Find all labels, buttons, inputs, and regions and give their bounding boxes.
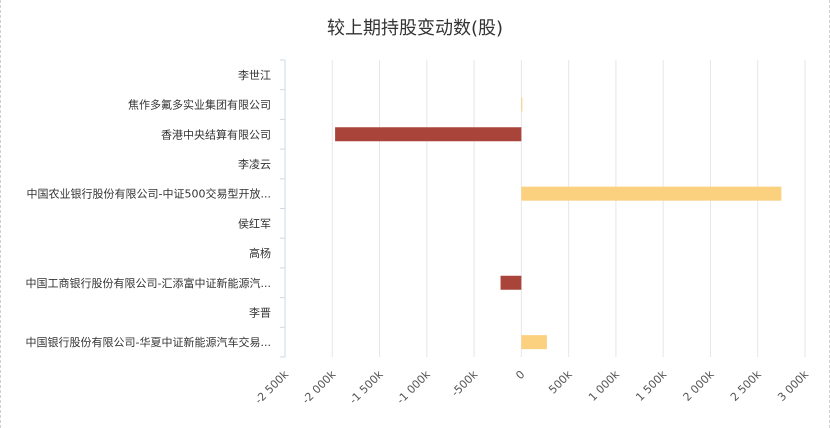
x-tick-label: 1 000k [586,367,622,403]
x-tick-label: 500k [546,367,575,396]
x-tick-label: 2 500k [728,367,764,403]
category-label: 高杨 [249,246,271,260]
category-label: 中国工商银行股份有限公司-汇添富中证新能源汽... [26,276,271,290]
category-label: 李晋 [249,305,271,319]
x-tick-label: 3 000k [775,367,811,403]
x-tick-label: 0 [513,368,527,382]
x-tick-label: 2 000k [681,367,717,403]
bar[interactable] [521,186,782,201]
chart-title: 较上期持股变动数(股) [326,18,504,39]
bar[interactable] [335,127,522,142]
y-axis [280,59,286,358]
x-tick-label: -2 500k [252,367,291,406]
category-label: 香港中央结算有限公司 [161,127,271,141]
category-label: 中国农业银行股份有限公司-中证500交易型开放... [27,187,271,201]
bars [335,97,782,350]
category-label: 侯红军 [238,216,271,230]
category-label: 中国银行股份有限公司-华夏中证新能源汽车交易... [26,335,271,349]
category-label: 李世江 [238,68,271,82]
x-tick-label: -1 500k [347,367,386,406]
grid-lines [284,60,806,357]
x-tick-label: -2 000k [300,367,339,406]
bar[interactable] [521,97,523,112]
bar[interactable] [521,335,547,350]
x-tick-label: 1 500k [633,367,669,403]
bar[interactable] [500,275,522,290]
x-tick-label: -500k [449,367,481,399]
category-label: 李凌云 [238,157,271,171]
x-tick-label: -1 000k [394,367,433,406]
category-labels: 李世江焦作多氟多实业集团有限公司香港中央结算有限公司李凌云中国农业银行股份有限公… [26,68,271,349]
category-label: 焦作多氟多实业集团有限公司 [128,98,271,112]
x-tick-labels: -2 500k -2 000k -1 500k -1 000k -500k 0 500k 1 … [252,367,811,406]
